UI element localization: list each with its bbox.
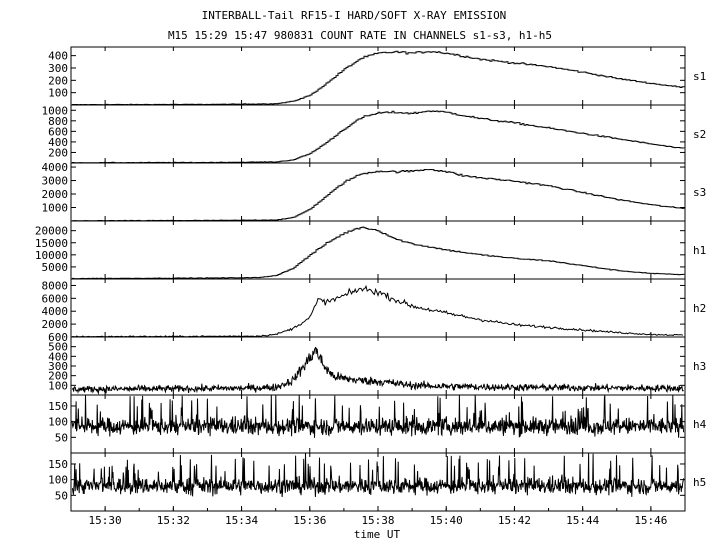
y-tick-label-h4-150: 150 xyxy=(48,400,68,413)
panel-h5: 50 100 150 h5 xyxy=(48,452,706,512)
y-tick-label-s2-600: 600 xyxy=(48,125,68,138)
x-tick-label-15:40: 15:40 xyxy=(430,514,463,527)
x-axis-title: time UT xyxy=(354,528,401,541)
y-tick-label-s2-1000: 1000 xyxy=(42,104,69,117)
channel-label-s2: s2 xyxy=(693,128,706,141)
panel-frame-s1 xyxy=(70,46,686,106)
y-tick-label-s3-4000: 4000 xyxy=(42,161,69,174)
series-line-s2 xyxy=(72,110,685,164)
x-tick-label-15:36: 15:36 xyxy=(293,514,326,527)
channel-label-s3: s3 xyxy=(693,186,706,199)
x-tick-label-15:46: 15:46 xyxy=(634,514,667,527)
x-tick-label-15:38: 15:38 xyxy=(361,514,394,527)
y-tick-label-h1-10000: 10000 xyxy=(35,249,68,262)
series-line-h2 xyxy=(71,284,684,338)
channel-label-h3: h3 xyxy=(693,360,706,373)
panel-frame-h4 xyxy=(70,394,686,454)
y-tick-label-h5-100: 100 xyxy=(48,474,68,487)
series-line-h4 xyxy=(71,394,685,438)
y-tick-label-s1-400: 400 xyxy=(48,50,68,63)
x-tick-label-15:30: 15:30 xyxy=(89,514,122,527)
channel-label-s1: s1 xyxy=(693,70,706,83)
y-tick-label-s1-100: 100 xyxy=(48,87,68,100)
series-line-h3 xyxy=(72,346,684,395)
x-tick-label-15:44: 15:44 xyxy=(566,514,599,527)
series-line-h5 xyxy=(71,452,685,498)
channel-label-h5: h5 xyxy=(693,476,706,489)
y-tick-label-h1-5000: 5000 xyxy=(42,261,69,274)
y-tick-label-s2-800: 800 xyxy=(48,115,68,128)
series-line-h1 xyxy=(72,226,685,280)
y-tick-label-s3-1000: 1000 xyxy=(42,202,69,215)
y-tick-label-h1-20000: 20000 xyxy=(35,225,68,238)
y-tick-label-s1-200: 200 xyxy=(48,74,68,87)
series-line-s3 xyxy=(72,169,685,222)
channel-label-h4: h4 xyxy=(693,418,707,431)
y-tick-label-h3-600: 600 xyxy=(48,331,68,344)
y-tick-label-h3-200: 200 xyxy=(48,370,68,383)
y-tick-label-h3-100: 100 xyxy=(48,379,68,392)
y-tick-label-s1-300: 300 xyxy=(48,62,68,75)
y-tick-label-h3-300: 300 xyxy=(48,360,68,373)
series-line-s1 xyxy=(72,50,685,106)
y-tick-label-h5-150: 150 xyxy=(48,458,68,471)
panel-frame-h3 xyxy=(70,336,686,396)
y-tick-label-s2-400: 400 xyxy=(48,136,68,149)
channel-label-h1: h1 xyxy=(693,244,706,257)
y-tick-label-h1-15000: 15000 xyxy=(35,237,68,250)
y-tick-label-h5-50: 50 xyxy=(55,489,68,502)
y-tick-label-h3-400: 400 xyxy=(48,350,68,363)
panel-frame-h1 xyxy=(70,220,686,280)
channel-label-h2: h2 xyxy=(693,302,706,315)
y-tick-label-s3-2000: 2000 xyxy=(42,188,69,201)
y-tick-label-h3-500: 500 xyxy=(48,341,68,354)
x-tick-label-15:32: 15:32 xyxy=(157,514,190,527)
y-tick-label-s3-3000: 3000 xyxy=(42,175,69,188)
chart-subtitle: M15 15:29 15:47 980831 COUNT RATE IN CHA… xyxy=(168,29,552,42)
x-tick-label-15:34: 15:34 xyxy=(225,514,258,527)
y-tick-label-h4-50: 50 xyxy=(55,431,68,444)
y-tick-label-h4-100: 100 xyxy=(48,416,68,429)
panel-h4: 50 100 150 h4 xyxy=(48,394,707,454)
y-tick-label-s2-200: 200 xyxy=(48,146,68,159)
panels-group: 100200300400s12004006008001000s210002000… xyxy=(35,46,707,512)
y-tick-label-h2-4000: 4000 xyxy=(42,305,69,318)
y-tick-label-h2-6000: 6000 xyxy=(42,292,69,305)
y-tick-label-h2-8000: 8000 xyxy=(42,279,69,292)
x-tick-label-15:42: 15:42 xyxy=(498,514,531,527)
panel-frame-h2 xyxy=(70,278,686,338)
y-tick-label-h2-2000: 2000 xyxy=(42,318,69,331)
x-axis: 15:30 15:32 15:34 15:36 15:38 15:40 15:42 15:44… xyxy=(70,47,686,527)
chart-title: INTERBALL-Tail RF15-I HARD/SOFT X-RAY EM… xyxy=(202,9,507,22)
